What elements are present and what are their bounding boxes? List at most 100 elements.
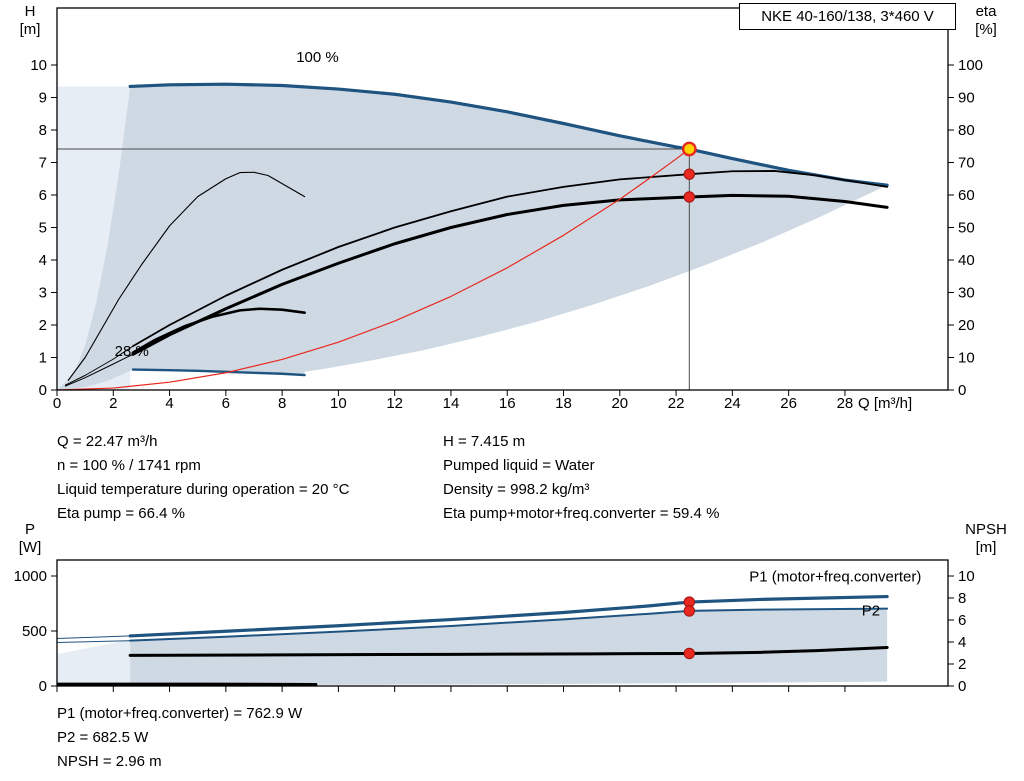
eta-reduced-speed-curve [67,171,306,381]
right-tick-label: 100 [958,57,983,74]
x-tick-label: 4 [165,395,173,412]
pump-model-label: NKE 40-160/138, 3*460 V [761,8,934,25]
x-tick-label: 14 [443,395,460,412]
info-npsh: NPSH = 2.96 m [57,753,162,770]
npsh-point [683,647,696,660]
npsh-curve [128,646,889,657]
p2-curve [129,607,889,642]
left-tick-label: 6 [39,187,47,204]
left-tick-label: 4 [39,252,47,269]
info-flow: Q = 22.47 m³/h [57,433,158,450]
left-tick-label: 9 [39,90,47,107]
left-tick-label: 7 [39,155,47,172]
p2-lead-curve [57,640,131,644]
eta-pump-lead-curve [64,345,134,386]
right-tick-label: 0 [958,382,966,399]
info-speed: n = 100 % / 1741 rpm [57,457,201,474]
x-tick-label: 0 [53,395,61,412]
x-tick-label: 26 [780,395,797,412]
right-tick-label: 8 [958,590,966,607]
right-tick-label: 4 [958,634,966,651]
curve-annotation: 100 % [296,49,339,66]
power-npsh-chart-frame [56,559,949,687]
right-tick-label: 70 [958,155,975,172]
info-p2: P2 = 682.5 W [57,729,149,746]
x-tick-label: 20 [611,395,628,412]
right-axis-name: [%] [975,21,997,38]
info-eta-pump: Eta pump = 66.4 % [57,505,185,522]
eta-total-lead-curve [64,353,134,387]
qh-chart: 0 2 4 6 8 10 12 14 16 18 20 22 24 26 28 Q [m³/h]0123456… [20,3,998,412]
left-tick-label: 8 [39,122,47,139]
right-axis-name: eta [976,3,998,20]
right-tick-label: 80 [958,122,975,139]
right-tick-label: 90 [958,90,975,107]
left-tick-label: 1 [39,350,47,367]
right-tick-label: 50 [958,220,975,237]
right-tick-label: 40 [958,252,975,269]
system-curve-curve [57,148,690,390]
operating-area [57,84,888,390]
x-tick-label: 8 [278,395,286,412]
info-p1: P1 (motor+freq.converter) = 762.9 W [57,705,303,722]
left-axis-name: P [25,521,35,538]
left-tick-label: 2 [39,317,47,334]
x-tick-label: 16 [499,395,516,412]
info-liquid-temperature: Liquid temperature during operation = 20… [57,481,350,498]
right-tick-label: 10 [958,568,975,585]
left-tick-label: 10 [30,57,47,74]
x-tick-label: 24 [724,395,741,412]
right-tick-label: 10 [958,350,975,367]
duty-info-left: Q = 22.47 m³/h n = 100 % / 1741 rpm Liqu… [57,430,349,526]
p1-curve [128,594,889,638]
right-tick-label: 60 [958,187,975,204]
x-tick-label: 12 [386,395,403,412]
curve-annotation: P1 (motor+freq.converter) [749,569,921,586]
left-tick-label: 0 [39,382,47,399]
p2-point [683,605,696,617]
x-axis-label: Q [m³/h] [858,395,912,412]
info-density: Density = 998.2 kg/m³ [443,481,590,498]
x-tick-label: 18 [555,395,572,412]
left-tick-label: 5 [39,220,47,237]
eta-pump-point [683,168,696,180]
power-area-light [57,639,131,686]
left-tick-label: 1000 [14,568,47,585]
eta-total-reduced-speed-curve [131,307,306,354]
duty-info-right: H = 7.415 m Pumped liquid = Water Densit… [443,430,719,526]
pump-model-box: NKE 40-160/138, 3*460 V [739,3,956,30]
right-tick-label: 2 [958,656,966,673]
eta-pump-motor-freq-curve [131,193,889,356]
curve-annotation: 28 % [115,343,149,360]
x-tick-label: 22 [668,395,685,412]
x-tick-label: 6 [222,395,230,412]
eta-total-point [683,191,696,203]
x-tick-label: 28 [837,395,854,412]
curve-annotation: P2 [862,603,880,620]
right-tick-label: 20 [958,317,975,334]
left-tick-label: 3 [39,285,47,302]
qh-efficiency-chart-frame [56,7,949,391]
right-tick-label: 0 [958,678,966,695]
power-info: P1 (motor+freq.converter) = 762.9 W P2 =… [57,702,302,774]
power-area [130,608,888,686]
left-tick-label: 500 [22,623,47,640]
left-axis-name: H [25,3,36,20]
right-axis-name: [m] [976,539,997,556]
eta-pump-curve [132,170,889,348]
left-axis-name: [W] [19,539,42,556]
right-tick-label: 30 [958,285,975,302]
x-tick-label: 2 [109,395,117,412]
left-axis-name: [m] [20,21,41,38]
right-tick-label: 6 [958,612,966,629]
info-eta-total: Eta pump+motor+freq.converter = 59.4 % [443,505,720,522]
head-100pct-curve [128,82,889,187]
left-tick-label: 0 [39,678,47,695]
info-head: H = 7.415 m [443,433,526,450]
power-npsh-chart: 0 500 1000 0 2 4 6 8 10 P[W] NPSH[m] P1 (motor+freq… [14,521,1007,695]
duty-point[interactable] [681,141,697,157]
x-tick-label: 10 [330,395,347,412]
p1-lead-curve [57,635,131,639]
info-pumped-liquid: Pumped liquid = Water [443,457,595,474]
